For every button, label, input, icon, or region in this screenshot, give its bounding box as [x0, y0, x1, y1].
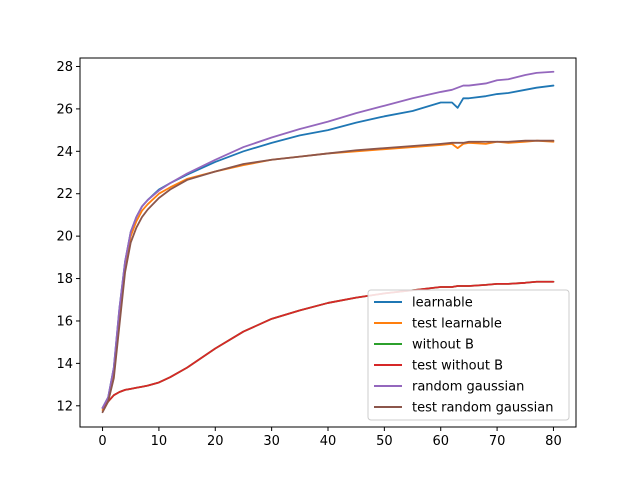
series-layer — [101, 70, 555, 414]
legend-label-without-B: without B — [412, 338, 474, 353]
y-tick-label: 26 — [56, 102, 73, 117]
legend-box — [367, 289, 570, 421]
y-tick-label: 12 — [56, 399, 73, 414]
x-tick-label: 10 — [151, 434, 168, 449]
plot-frame — [79, 57, 577, 428]
legend-label-random-gaussian: random gaussian — [412, 380, 524, 395]
x-tick-label: 50 — [376, 434, 393, 449]
x-tick-label: 40 — [320, 434, 337, 449]
legend: learnable test learnable without B test wit… — [367, 289, 570, 421]
series-line-random-gaussian — [101, 70, 555, 409]
x-tick-label: 20 — [207, 434, 224, 449]
x-tick-label: 0 — [98, 434, 106, 449]
legend-label-learnable: learnable — [412, 296, 473, 311]
legend-label-test-learnable: test learnable — [412, 317, 502, 332]
legend-label-test-random-gaussian: test random gaussian — [412, 401, 553, 416]
x-axis-ticks: 0 10 20 30 40 50 60 70 80 — [98, 427, 562, 449]
y-tick-label: 24 — [56, 145, 73, 160]
y-tick-label: 20 — [56, 230, 73, 245]
series-line-test-without-B — [101, 280, 555, 409]
x-tick-label: 60 — [432, 434, 449, 449]
x-tick-label: 30 — [263, 434, 280, 449]
x-tick-label: 70 — [489, 434, 506, 449]
y-axis-ticks: 12 14 16 18 20 22 24 26 28 — [56, 60, 80, 414]
y-tick-label: 28 — [56, 60, 73, 75]
y-tick-label: 22 — [56, 187, 73, 202]
legend-label-test-without-B: test without B — [412, 359, 503, 374]
series-line-test-random-gaussian — [101, 139, 555, 414]
x-tick-label: 80 — [545, 434, 562, 449]
y-tick-label: 18 — [56, 272, 73, 287]
y-tick-label: 14 — [56, 357, 73, 372]
y-tick-label: 16 — [56, 314, 73, 329]
